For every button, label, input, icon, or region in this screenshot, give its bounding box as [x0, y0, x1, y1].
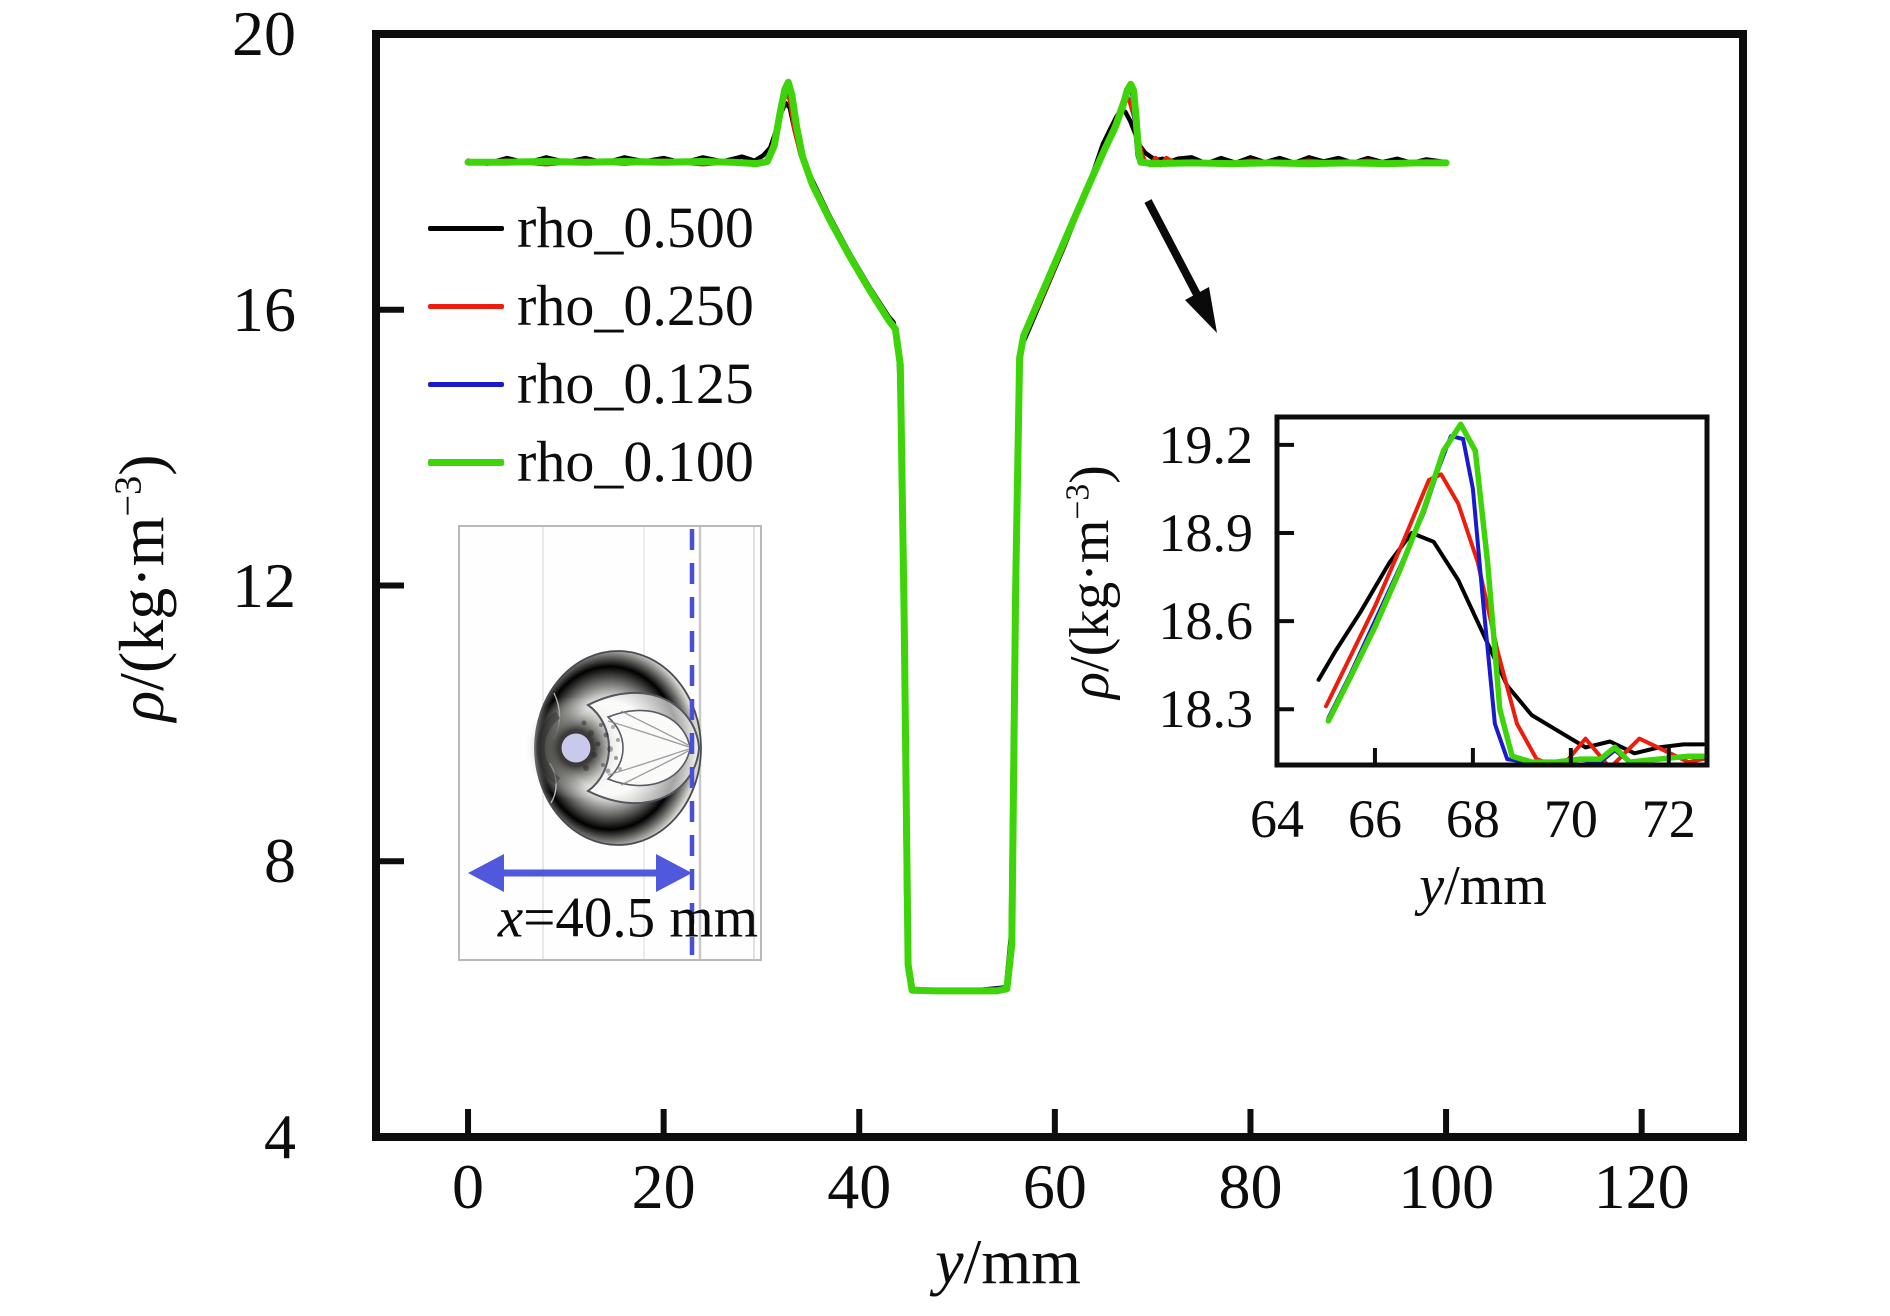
inset-pointer-arrow — [1144, 199, 1217, 333]
schlieren-image — [458, 525, 762, 961]
inset-frame — [1274, 414, 1710, 768]
inset-chart — [1274, 414, 1710, 768]
series-rho_0.100 — [464, 78, 1450, 995]
projectile-circle — [561, 733, 591, 763]
series-rho_0.250 — [1324, 472, 1706, 765]
series-rho_0.100 — [1325, 421, 1706, 765]
turbulence-speckles — [581, 720, 622, 774]
measure-arrow — [468, 854, 692, 892]
series-rho_0.500 — [1316, 531, 1706, 756]
bow-shock — [524, 650, 702, 846]
main-chart — [372, 30, 1747, 1141]
wake-vortex-lines — [607, 710, 690, 786]
